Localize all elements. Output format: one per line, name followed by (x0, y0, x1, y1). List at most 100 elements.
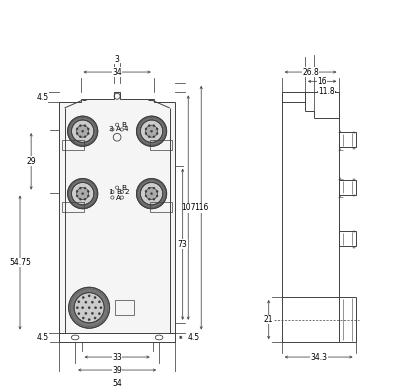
Text: 4: 4 (124, 127, 129, 132)
Ellipse shape (71, 335, 79, 340)
Circle shape (91, 301, 94, 303)
Text: 73: 73 (178, 240, 188, 249)
Circle shape (153, 198, 155, 200)
Bar (62, 202, 84, 212)
Circle shape (94, 306, 97, 309)
Circle shape (82, 317, 84, 319)
Circle shape (136, 179, 167, 209)
Bar (353, 132, 354, 133)
Text: A: A (116, 195, 121, 200)
Circle shape (82, 296, 84, 298)
Circle shape (140, 183, 163, 205)
Circle shape (153, 187, 155, 189)
Bar (353, 148, 354, 149)
Circle shape (140, 120, 163, 142)
Bar (353, 195, 354, 196)
Bar (353, 231, 354, 232)
Circle shape (79, 125, 81, 127)
Circle shape (69, 287, 110, 328)
Circle shape (98, 313, 100, 315)
Circle shape (84, 187, 86, 189)
Circle shape (85, 312, 87, 315)
Text: 3: 3 (115, 54, 120, 64)
Circle shape (87, 190, 89, 192)
Circle shape (156, 195, 158, 197)
Bar (340, 179, 356, 195)
Circle shape (68, 179, 98, 209)
Circle shape (146, 188, 158, 200)
Circle shape (145, 128, 147, 130)
Text: 11.8: 11.8 (318, 87, 335, 96)
Circle shape (148, 187, 150, 189)
Circle shape (84, 136, 86, 138)
Circle shape (70, 289, 108, 327)
Bar (353, 179, 354, 180)
Circle shape (76, 195, 78, 197)
Circle shape (145, 132, 147, 134)
Text: 116: 116 (194, 203, 208, 212)
Polygon shape (59, 93, 175, 332)
Circle shape (153, 125, 155, 127)
Circle shape (88, 306, 90, 309)
Circle shape (150, 130, 152, 132)
Bar (353, 247, 354, 248)
Circle shape (153, 136, 155, 138)
Circle shape (69, 179, 97, 208)
Circle shape (79, 198, 81, 200)
Circle shape (148, 136, 150, 138)
Text: 107: 107 (181, 203, 196, 212)
Circle shape (76, 190, 78, 192)
Circle shape (84, 198, 86, 200)
Bar (340, 231, 356, 246)
Bar (340, 132, 356, 147)
Circle shape (88, 318, 90, 321)
Circle shape (77, 125, 89, 137)
Circle shape (82, 130, 84, 132)
Circle shape (94, 317, 96, 319)
Circle shape (74, 293, 104, 323)
Text: 29: 29 (26, 157, 36, 166)
Text: 26.8: 26.8 (302, 68, 319, 76)
Text: 33: 33 (112, 352, 122, 362)
Circle shape (156, 132, 158, 134)
Circle shape (156, 128, 158, 130)
Circle shape (94, 296, 96, 298)
Text: B: B (121, 122, 126, 128)
Text: B: B (121, 185, 126, 191)
Circle shape (77, 188, 89, 200)
Circle shape (82, 193, 84, 195)
Text: 4.5: 4.5 (36, 333, 48, 342)
Circle shape (136, 116, 167, 146)
Text: 1: 1 (108, 189, 113, 195)
Circle shape (100, 306, 102, 309)
Circle shape (78, 301, 80, 303)
Circle shape (98, 301, 100, 303)
Circle shape (79, 136, 81, 138)
Circle shape (79, 187, 81, 189)
Text: 2: 2 (124, 189, 129, 195)
Circle shape (76, 132, 78, 134)
Circle shape (82, 306, 84, 309)
Circle shape (85, 301, 87, 303)
Circle shape (87, 195, 89, 197)
Text: 3: 3 (108, 127, 113, 132)
Text: 4.5: 4.5 (188, 333, 200, 342)
Circle shape (78, 313, 80, 315)
Text: 54.75: 54.75 (9, 258, 31, 267)
Circle shape (150, 193, 152, 195)
Circle shape (145, 190, 147, 192)
Circle shape (145, 195, 147, 197)
Circle shape (148, 125, 150, 127)
Text: 34.3: 34.3 (310, 352, 327, 362)
Bar (150, 140, 172, 149)
Circle shape (138, 117, 166, 145)
Bar (62, 140, 84, 149)
Circle shape (84, 125, 86, 127)
Circle shape (146, 125, 158, 137)
Circle shape (87, 128, 89, 130)
Text: B: B (116, 189, 121, 195)
Ellipse shape (155, 335, 163, 340)
Text: 4.5: 4.5 (36, 93, 48, 102)
Circle shape (72, 183, 94, 205)
Circle shape (68, 116, 98, 146)
